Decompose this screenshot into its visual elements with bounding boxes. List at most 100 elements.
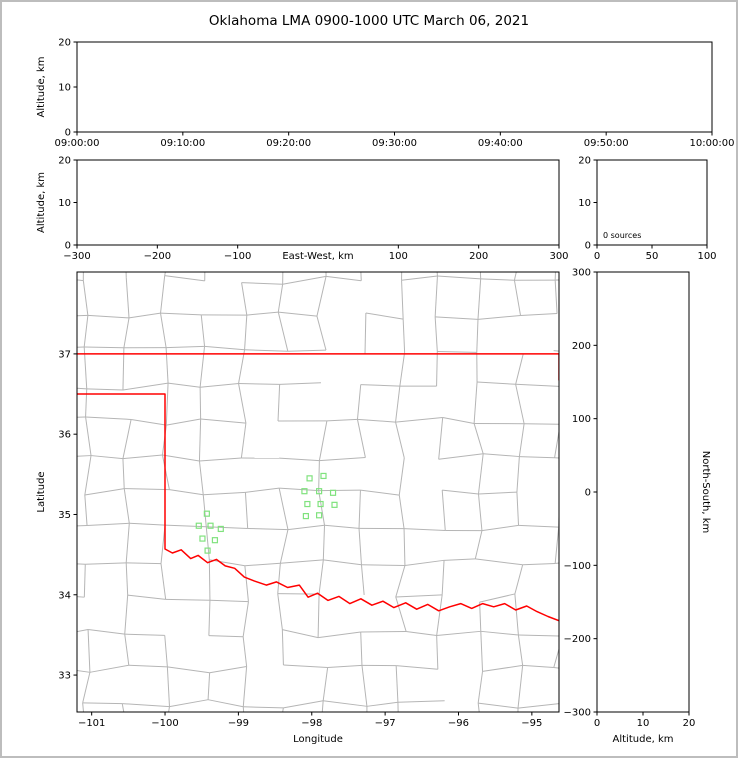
county-line — [436, 635, 439, 670]
y-tick-label: 300 — [572, 268, 591, 279]
county-line — [209, 559, 245, 567]
x-tick-label: −100 — [224, 251, 251, 262]
county-line — [438, 453, 484, 460]
county-line — [246, 741, 278, 742]
x-tick-label: 09:50:00 — [584, 138, 629, 149]
county-line — [481, 524, 519, 532]
county-line — [282, 275, 327, 285]
county-line — [366, 701, 398, 707]
county-line — [397, 702, 399, 712]
county-line — [166, 666, 170, 707]
y-tick-label: 34 — [58, 590, 71, 601]
county-line — [478, 702, 519, 709]
state-border — [77, 353, 559, 622]
county-line — [82, 702, 123, 705]
county-line — [125, 523, 130, 563]
county-line — [316, 276, 327, 317]
y-tick-label: 20 — [58, 156, 71, 167]
county-line — [127, 594, 166, 600]
county-line — [277, 384, 281, 421]
county-line — [477, 493, 483, 531]
county-line — [479, 602, 482, 632]
county-line — [122, 458, 125, 489]
panel-bg-ns_height — [597, 272, 689, 712]
county-line — [241, 282, 283, 285]
county-line — [45, 700, 49, 735]
x-tick-label: 09:20:00 — [266, 138, 311, 149]
county-line — [77, 455, 92, 457]
county-line — [480, 278, 515, 281]
county-line — [316, 316, 327, 351]
county-line — [277, 563, 281, 594]
county-line — [124, 488, 170, 491]
county-line — [553, 647, 559, 668]
county-line — [554, 527, 559, 564]
county-line — [562, 599, 592, 601]
x-tick-label: 09:30:00 — [372, 138, 417, 149]
county-line — [242, 636, 248, 667]
county-line — [473, 382, 478, 424]
county-line — [77, 524, 88, 527]
county-line — [124, 633, 165, 636]
county-line — [562, 599, 563, 636]
y-tick-label: 20 — [58, 38, 71, 49]
county-line — [361, 564, 405, 567]
panel-frame-ew_height — [76, 159, 560, 246]
county-line — [364, 313, 367, 354]
county-boundaries — [43, 247, 599, 744]
county-line — [287, 524, 325, 531]
county-line — [45, 736, 87, 743]
county-line — [282, 629, 319, 639]
y-tick-label: 10 — [58, 198, 71, 209]
county-line — [82, 672, 91, 704]
county-line — [277, 593, 283, 630]
county-line — [395, 386, 401, 423]
county-line — [323, 559, 362, 566]
county-line — [198, 460, 204, 495]
county-line — [554, 280, 558, 314]
y-tick-label: 0 — [65, 128, 71, 139]
station-marker — [317, 500, 324, 508]
y-tick-label: 35 — [58, 510, 71, 521]
county-line — [518, 524, 559, 528]
county-line — [122, 454, 163, 460]
county-line — [205, 526, 210, 560]
county-line — [434, 316, 438, 352]
county-line — [395, 417, 443, 423]
county-line — [516, 492, 520, 526]
y-tick-label: −100 — [564, 561, 591, 572]
county-line — [84, 494, 88, 526]
county-line — [356, 384, 362, 420]
county-line — [85, 562, 127, 565]
y-tick-label: 100 — [572, 414, 591, 425]
x-axis-label: East-West, km — [282, 251, 353, 262]
county-line — [238, 382, 280, 385]
county-line — [278, 311, 317, 317]
county-line — [555, 738, 599, 744]
county-line — [84, 488, 125, 496]
county-line — [524, 423, 559, 425]
county-line — [199, 346, 206, 388]
county-line — [404, 528, 446, 532]
county-line — [165, 383, 169, 426]
county-line — [85, 416, 132, 420]
county-line — [283, 664, 328, 669]
county-line — [519, 456, 555, 459]
county-line — [360, 247, 402, 248]
x-tick-label: 10 — [637, 718, 650, 729]
county-line — [198, 418, 202, 462]
county-line — [204, 345, 245, 351]
county-line — [47, 527, 53, 562]
county-line — [87, 314, 130, 319]
county-line — [244, 565, 249, 602]
y-tick-label: 10 — [578, 198, 591, 209]
county-line — [360, 564, 365, 595]
county-line — [396, 665, 438, 670]
figure-title: Oklahoma LMA 0900-1000 UTC March 06, 202… — [208, 13, 530, 29]
county-line — [243, 706, 284, 709]
county-line — [43, 666, 49, 701]
county-line — [277, 284, 284, 313]
y-tick-label: 0 — [65, 241, 71, 252]
county-line — [475, 558, 523, 566]
